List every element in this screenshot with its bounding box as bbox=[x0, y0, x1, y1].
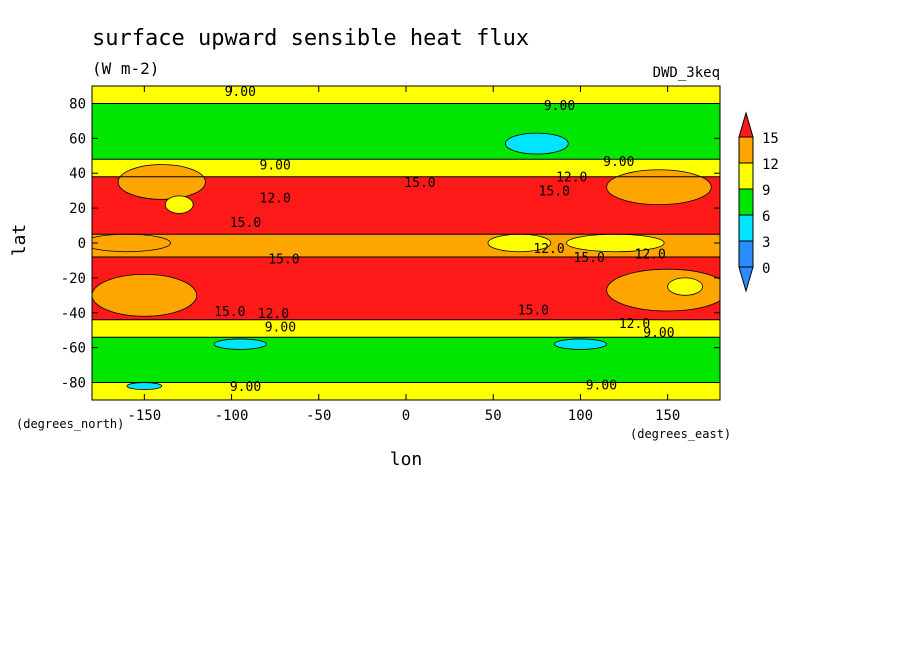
contour-label-8: 15.0 bbox=[230, 216, 261, 231]
chart-title: surface upward sensible heat flux bbox=[92, 26, 529, 51]
contour-label-19: 9.00 bbox=[230, 380, 261, 395]
y-axis-units: (degrees_north) bbox=[16, 417, 124, 431]
contour-label-3: 9.00 bbox=[603, 155, 634, 170]
patch-12 bbox=[126, 382, 163, 390]
x-axis-label: lon bbox=[390, 449, 423, 470]
patch-1 bbox=[606, 169, 712, 206]
contour-label-18: 9.00 bbox=[643, 326, 674, 341]
colorbar-bottom-arrow bbox=[738, 266, 754, 293]
y-tick-label-3: -20 bbox=[61, 271, 86, 287]
y-tick-label-0: -80 bbox=[61, 376, 86, 392]
contour-label-15: 12.0 bbox=[258, 307, 289, 322]
contour-label-1: 9.00 bbox=[544, 99, 575, 114]
colorbar-label-2: 6 bbox=[762, 209, 770, 225]
y-tick-label-5: 20 bbox=[69, 201, 86, 217]
contour-labels: 9.009.009.00 9.0012.012.015.015.015.012.0… bbox=[214, 85, 674, 395]
contour-label-5: 12.0 bbox=[556, 171, 587, 186]
contour-label-14: 15.0 bbox=[214, 305, 245, 320]
x-tick-label-6: 150 bbox=[655, 408, 680, 424]
band-1 bbox=[92, 103, 720, 160]
patch-10 bbox=[213, 338, 267, 350]
contour-label-16: 12.0 bbox=[619, 317, 650, 332]
y-tick-label-6: 40 bbox=[69, 166, 86, 182]
x-tick-label-3: 0 bbox=[402, 408, 410, 424]
contour-label-0: 9.00 bbox=[225, 85, 256, 100]
colorbar-label-4: 12 bbox=[762, 157, 779, 173]
patch-5 bbox=[164, 195, 194, 214]
colorbar-seg-0 bbox=[738, 136, 754, 164]
contour-label-10: 15.0 bbox=[574, 251, 605, 266]
x-tick-label-2: -50 bbox=[306, 408, 331, 424]
contour-label-20: 9.00 bbox=[586, 378, 617, 393]
x-tick-label-0: -150 bbox=[127, 408, 161, 424]
patch-11 bbox=[553, 338, 608, 350]
y-tick-label-8: 80 bbox=[69, 96, 86, 112]
contour-label-12: 15.0 bbox=[268, 253, 299, 268]
colorbar-seg-3 bbox=[738, 214, 754, 242]
colorbar-top-arrow bbox=[738, 111, 754, 138]
colorbar: 15 12 9 6 3 0 bbox=[738, 111, 779, 293]
contour-label-17: 9.00 bbox=[265, 321, 296, 336]
patch-9 bbox=[505, 132, 569, 155]
y-tick-label-7: 60 bbox=[69, 131, 86, 147]
chart-units: (W m-2) bbox=[92, 59, 159, 78]
x-axis-units: (degrees_east) bbox=[630, 427, 731, 441]
contour-label-2: 9.00 bbox=[260, 159, 291, 174]
axes: -150 -100 -50 0 50 100 150 -80 -60 -40 -20 0 20 40 60 8… bbox=[61, 86, 720, 424]
contour-label-9: 12.0 bbox=[533, 242, 564, 257]
colorbar-label-1: 3 bbox=[762, 235, 770, 251]
heatmap-field bbox=[92, 86, 720, 400]
dataset-label: DWD_3keq bbox=[653, 65, 720, 81]
band-8 bbox=[92, 382, 720, 400]
colorbar-seg-2 bbox=[738, 188, 754, 216]
colorbar-label-0: 0 bbox=[762, 261, 770, 277]
colorbar-label-5: 15 bbox=[762, 131, 779, 147]
x-tick-label-4: 50 bbox=[485, 408, 502, 424]
band-4 bbox=[92, 234, 720, 257]
colorbar-seg-1 bbox=[738, 162, 754, 190]
y-tick-label-1: -60 bbox=[61, 341, 86, 357]
y-tick-label-4: 0 bbox=[78, 236, 86, 252]
patch-3 bbox=[606, 268, 720, 312]
contour-label-6: 15.0 bbox=[404, 176, 435, 191]
band-6 bbox=[92, 319, 720, 338]
contour-label-11: 12.0 bbox=[635, 247, 666, 262]
band-7 bbox=[92, 337, 720, 383]
band-2 bbox=[92, 159, 720, 177]
patch-8 bbox=[667, 277, 703, 296]
patch-0 bbox=[117, 164, 206, 200]
contour-label-7: 15.0 bbox=[539, 185, 570, 200]
x-tick-label-5: 100 bbox=[568, 408, 593, 424]
contour-label-13: 15.0 bbox=[518, 303, 549, 318]
band-0 bbox=[92, 86, 720, 104]
colorbar-seg-4 bbox=[738, 240, 754, 268]
y-tick-label-2: -40 bbox=[61, 306, 86, 322]
y-axis-label: lat bbox=[9, 224, 30, 257]
colorbar-label-3: 9 bbox=[762, 183, 770, 199]
patch-4 bbox=[92, 274, 198, 317]
contour-label-4: 12.0 bbox=[260, 192, 291, 207]
x-tick-label-1: -100 bbox=[215, 408, 249, 424]
